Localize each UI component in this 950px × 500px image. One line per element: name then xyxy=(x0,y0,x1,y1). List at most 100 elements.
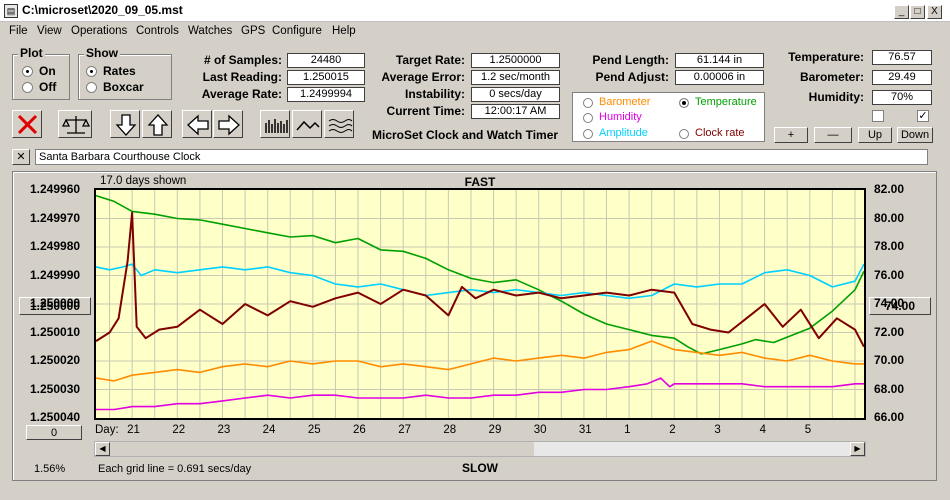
arrow-right-button[interactable] xyxy=(213,110,243,138)
right-value-button[interactable]: 74.00 xyxy=(869,297,931,315)
horizontal-scrollbar[interactable]: ◀ ▶ xyxy=(94,441,866,457)
x-tick-label: 21 xyxy=(127,424,140,436)
slow-label: SLOW xyxy=(462,461,498,475)
zero-button[interactable]: 0 xyxy=(26,425,82,440)
plot-off-radio[interactable] xyxy=(22,82,33,93)
legend-humidity[interactable]: Humidity xyxy=(599,111,642,123)
chart-panel xyxy=(12,171,937,481)
menu-view[interactable]: View xyxy=(37,25,62,37)
x-tick-label: 5 xyxy=(804,424,812,436)
show-rates-label[interactable]: Rates xyxy=(103,64,136,78)
legend-amplitude[interactable]: Amplitude xyxy=(599,127,648,139)
legend-humidity-radio[interactable] xyxy=(583,113,593,123)
y-left-tick-label: 1.250040 xyxy=(30,410,81,424)
pend-adjust-value: 0.00006 in xyxy=(675,70,764,85)
x-tick-label: 26 xyxy=(353,424,366,436)
y-right-tick-label: 76.00 xyxy=(874,267,905,282)
down-button[interactable]: Down xyxy=(897,127,933,143)
menu-operations[interactable]: Operations xyxy=(71,25,128,37)
red-x-icon xyxy=(17,114,38,135)
x-tick-label: 29 xyxy=(488,424,502,436)
checkbox-left[interactable] xyxy=(872,110,884,122)
legend-clock-rate[interactable]: Clock rate xyxy=(695,127,745,139)
scroll-left-button[interactable]: ◀ xyxy=(95,442,110,456)
y-right-tick-label: 70.00 xyxy=(874,353,905,367)
y-left-tick-label: 1.249970 xyxy=(30,210,81,225)
series-line-temperature xyxy=(95,194,865,355)
plot-off-label[interactable]: Off xyxy=(39,80,57,94)
arrow-left-button[interactable] xyxy=(182,110,212,138)
maximize-button[interactable]: □ xyxy=(910,5,925,19)
plot-group-title: Plot xyxy=(18,46,45,60)
last-reading-value: 1.250015 xyxy=(287,70,365,85)
show-group xyxy=(78,54,172,100)
stop-button[interactable] xyxy=(12,110,42,138)
average-error-value: 1.2 sec/month xyxy=(471,70,560,85)
average-rate-label: Average Rate: xyxy=(201,87,282,101)
pend-length-value: 61.144 in xyxy=(675,53,764,68)
plot-on-radio[interactable] xyxy=(22,66,33,77)
waves-graph-button[interactable] xyxy=(324,110,354,138)
show-rates-radio[interactable] xyxy=(86,66,97,77)
legend-temperature-radio[interactable] xyxy=(679,98,689,108)
up-button[interactable]: Up xyxy=(858,127,892,143)
line-graph-icon xyxy=(296,120,320,131)
target-rate-label: Target Rate: xyxy=(395,53,465,67)
y-left-tick-label: 1.250020 xyxy=(30,353,81,367)
legend-amplitude-radio[interactable] xyxy=(583,129,593,139)
fast-label: FAST xyxy=(464,175,496,189)
balance-scale-icon xyxy=(61,116,91,134)
humidity-value: 70% xyxy=(872,90,932,105)
legend-barometer[interactable]: Barometer xyxy=(599,96,651,108)
menu-file[interactable]: File xyxy=(9,25,28,37)
close-window-button[interactable]: X xyxy=(927,5,942,19)
app-caption: MicroSet Clock and Watch Timer xyxy=(372,128,559,142)
scroll-right-button[interactable]: ▶ xyxy=(850,442,865,456)
humidity-label: Humidity: xyxy=(808,90,864,104)
legend-temperature[interactable]: Temperature xyxy=(695,96,757,108)
plot-on-label[interactable]: On xyxy=(39,64,56,78)
x-tick-label: 23 xyxy=(217,424,231,436)
barometer-value: 29.49 xyxy=(872,70,932,85)
menu-configure[interactable]: Configure xyxy=(272,25,322,37)
y-right-tick-label: 68.00 xyxy=(874,381,905,396)
menu-watches[interactable]: Watches xyxy=(188,25,233,37)
y-right-tick-label: 66.00 xyxy=(874,410,905,424)
clear-clock-name-button[interactable]: ✕ xyxy=(12,149,30,165)
clock-name-input[interactable]: Santa Barbara Courthouse Clock xyxy=(35,149,928,165)
show-boxcar-label[interactable]: Boxcar xyxy=(103,80,144,94)
decrease-button[interactable]: — xyxy=(814,127,852,143)
legend-barometer-radio[interactable] xyxy=(583,98,593,108)
show-boxcar-radio[interactable] xyxy=(86,82,97,93)
series-line-amplitude xyxy=(95,263,865,300)
menu-help[interactable]: Help xyxy=(332,25,356,37)
menu-gps[interactable]: GPS xyxy=(241,25,266,37)
arrow-down-icon xyxy=(115,114,137,136)
current-time-value: 12:00:17 AM xyxy=(471,104,560,119)
last-reading-label: Last Reading: xyxy=(202,70,282,84)
x-tick-label: 1 xyxy=(624,424,631,436)
arrow-up-button[interactable] xyxy=(142,110,172,138)
balance-button[interactable] xyxy=(58,110,92,138)
bar-graph-icon xyxy=(265,119,288,133)
days-shown: 17.0 days shown xyxy=(100,175,187,187)
current-time-label: Current Time: xyxy=(386,104,465,118)
x-tick-label: 3 xyxy=(714,424,721,436)
waves-icon xyxy=(328,119,353,133)
line-graph-button[interactable] xyxy=(292,110,322,138)
left-value-button[interactable]: 1.250000 xyxy=(19,297,91,315)
x-tick-label: 27 xyxy=(398,424,411,436)
app-icon[interactable]: ▤ xyxy=(4,4,18,18)
minimize-button[interactable]: _ xyxy=(894,5,909,19)
legend-clock-rate-radio[interactable] xyxy=(679,129,689,139)
y-right-tick-label: 82.00 xyxy=(874,182,905,196)
checkbox-right[interactable]: ✓ xyxy=(917,110,929,122)
series-line-humidity xyxy=(96,377,864,411)
average-error-label: Average Error: xyxy=(381,70,465,84)
increase-button[interactable]: + xyxy=(774,127,808,143)
arrow-down-button[interactable] xyxy=(110,110,140,138)
title-bar: ▤ C:\microset\2020_09_05.mst _ □ X xyxy=(0,0,950,22)
bar-graph-button[interactable] xyxy=(260,110,290,138)
x-tick-label: 22 xyxy=(172,424,186,436)
menu-controls[interactable]: Controls xyxy=(136,25,179,37)
